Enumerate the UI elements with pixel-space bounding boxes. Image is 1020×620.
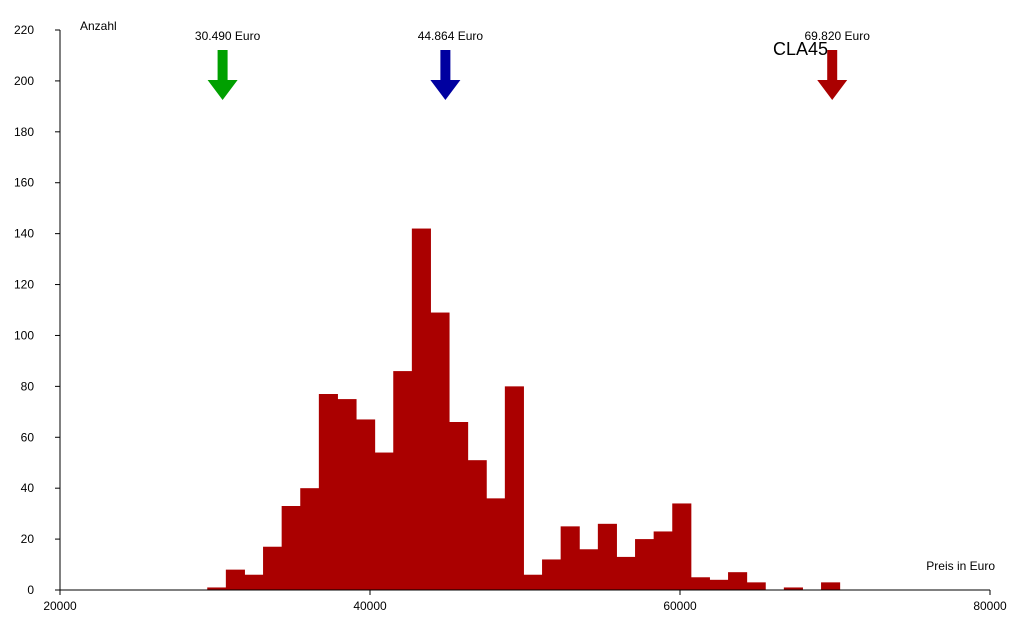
- y-tick-label-140: 140: [14, 227, 34, 241]
- y-tick-label-40: 40: [21, 481, 35, 495]
- x-tick-label-60000: 60000: [663, 599, 697, 613]
- histogram-bar-4: [281, 506, 301, 590]
- y-tick-label-0: 0: [27, 583, 34, 597]
- histogram-bar-26: [690, 577, 710, 590]
- y-tick-label-60: 60: [21, 430, 35, 444]
- price-marker-arrow-2: [817, 50, 848, 100]
- y-tick-label-20: 20: [21, 532, 35, 546]
- histogram-bar-12: [430, 312, 450, 590]
- histogram-bar-0: [207, 587, 227, 590]
- y-tick-label-100: 100: [14, 328, 34, 342]
- histogram-bar-15: [486, 498, 506, 590]
- histogram-bar-25: [672, 503, 692, 590]
- histogram-bar-27: [709, 579, 729, 590]
- histogram-bar-29: [746, 582, 766, 590]
- y-tick-label-80: 80: [21, 379, 35, 393]
- histogram-bar-33: [821, 582, 841, 590]
- histogram-bar-6: [318, 394, 338, 590]
- histogram-bar-13: [449, 422, 469, 590]
- x-tick-label-40000: 40000: [353, 599, 387, 613]
- histogram-bar-14: [467, 460, 487, 590]
- histogram-bar-23: [635, 539, 655, 590]
- histogram-bar-3: [263, 546, 283, 590]
- histogram-bar-31: [783, 587, 803, 590]
- histogram-bar-21: [597, 523, 617, 590]
- histogram-bar-24: [653, 531, 673, 590]
- price-marker-arrow-0: [207, 50, 238, 100]
- x-tick-label-20000: 20000: [43, 599, 77, 613]
- x-axis-title: Preis in Euro: [926, 559, 995, 573]
- y-ticks-group: 0 20 40 60 80 100 120 140 160 180 200 220: [14, 23, 60, 597]
- histogram-bar-2: [244, 574, 264, 590]
- y-tick-label-180: 180: [14, 125, 34, 139]
- y-tick-label-120: 120: [14, 278, 34, 292]
- y-tick-label-200: 200: [14, 74, 34, 88]
- histogram-bar-1: [225, 569, 245, 590]
- y-axis-title: Anzahl: [80, 19, 117, 33]
- histogram-bar-7: [337, 399, 357, 590]
- histogram-bar-20: [579, 549, 599, 590]
- histogram-bar-19: [560, 526, 580, 590]
- price-marker-label-0: 30.490 Euro: [195, 29, 261, 43]
- histogram-bar-18: [542, 559, 562, 590]
- histogram-bar-28: [728, 572, 748, 590]
- histogram-bar-16: [504, 386, 524, 590]
- histogram-bar-9: [374, 452, 394, 590]
- axes-group: [59, 30, 990, 591]
- model-label: CLA45: [773, 39, 828, 59]
- y-tick-label-160: 160: [14, 176, 34, 190]
- histogram-bar-22: [616, 556, 636, 590]
- x-ticks-group: 20000 40000 60000 80000: [43, 590, 1007, 613]
- histogram-bar-5: [300, 488, 320, 590]
- histogram-bar-8: [356, 419, 376, 590]
- histogram-bar-17: [523, 574, 543, 590]
- x-tick-label-80000: 80000: [973, 599, 1007, 613]
- price-marker-label-2: 69.820 Euro: [805, 29, 871, 43]
- bars-group: [207, 228, 841, 590]
- histogram-bar-10: [393, 371, 413, 590]
- price-marker-label-1: 44.864 Euro: [418, 29, 484, 43]
- histogram-bar-11: [411, 228, 431, 590]
- price-marker-arrow-1: [430, 50, 461, 100]
- y-tick-label-220: 220: [14, 23, 34, 37]
- markers-group: 30.490 Euro 44.864 Euro 69.820 Euro: [195, 29, 870, 100]
